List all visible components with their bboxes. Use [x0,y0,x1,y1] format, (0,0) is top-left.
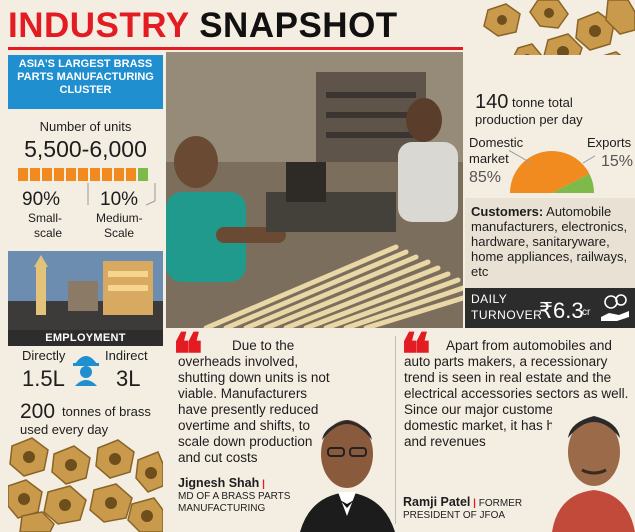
turnover-label-1: DAILY [471,292,508,306]
workshop-photo [166,52,463,328]
quote2-name: Ramji Patel [403,495,471,509]
title-rule [8,47,463,50]
direct-value: 1.5L [22,366,65,391]
quote2-mark: ❝ [400,321,432,389]
bar-segment-small [66,168,76,181]
quote1-name: Jignesh Shah [178,476,260,490]
domestic-label-1: Domestic [469,135,524,150]
direct-label: Directly [22,348,66,363]
quote2-divider: | [473,498,476,509]
bar-segment-small [42,168,52,181]
production-pie [509,149,595,193]
brass-nuts-photo-bottom: 200 tonnes of brass used every day [8,394,163,532]
exports-leader-line [582,155,595,164]
title-word-industry: INDUSTRY [8,6,189,45]
bar-segment-small [18,168,28,181]
units-panel: Number of units 5,500-6,000 90% Small- s… [8,109,163,251]
small-scale-pct: 90% [22,189,61,210]
indirect-label: Indirect [105,348,148,363]
domestic-label-2: market [469,151,509,166]
column-divider [395,336,396,524]
turnover-unit: cr [582,307,591,318]
exports-pct: 15% [601,153,634,170]
jignesh-shah-portrait [300,404,395,532]
medium-scale-label-1: Medium- [96,211,143,225]
small-scale-label-1: Small- [28,211,63,225]
turnover-panel: DAILY TURNOVER ₹6.3 cr [465,288,635,328]
pie-slice-exports [552,173,594,193]
indirect-value: 3L [116,366,141,391]
bar-segment-medium [138,168,148,181]
brass-amount: 200 [20,400,56,423]
cluster-heading-box: ASIA'S LARGEST BRASS PARTS MANUFACTURING… [8,55,163,109]
units-value: 5,500-6,000 [24,136,147,162]
page-title: INDUSTRY SNAPSHOT [8,8,398,43]
domestic-pct: 85% [469,169,502,186]
exports-label: Exports [587,135,632,150]
brass-text-1: tonnes of brass [62,404,151,419]
brass-text-2: used every day [20,422,109,437]
city-photo [8,251,163,330]
bar-segment-small [102,168,112,181]
quote1-attribution: Jignesh Shah | MD OF A BRASS PARTS MANUF… [178,477,318,515]
medium-scale-pct: 10% [100,189,139,210]
bar-segment-small [90,168,100,181]
pct-connector-lines [87,183,156,206]
production-text-2: production per day [475,112,583,127]
ramji-patel-portrait [552,398,635,532]
medium-scale-label-2: Scale [104,226,135,240]
customers-panel: Customers: Automobile manufacturers, ele… [465,198,635,288]
small-scale-label-2: scale [34,226,63,240]
worker-icon [73,356,99,386]
pie-slice-domestic [510,151,590,193]
production-panel: 140 tonne total production per day Domes… [465,55,635,197]
units-label: Number of units [39,119,132,134]
quote1-mark: ❝ [172,321,204,389]
production-value: 140 [475,91,509,113]
domestic-leader-line [509,149,532,164]
customers-label: Customers: [471,204,544,219]
production-text-1: tonne total [512,95,573,110]
turnover-label-2: TURNOVER [471,308,543,322]
quote2-role-1: FORMER [478,498,523,509]
quote2-role-2: PRESIDENT OF JFOA [403,510,506,521]
customers-text: Automobile manufacturers, electronics, h… [471,204,628,279]
title-word-snapshot: SNAPSHOT [199,6,398,45]
bar-segment-small [114,168,124,181]
quote1-role-2: MANUFACTURING [178,503,266,514]
quote1-text: Due to the overheads involved, shutting … [178,338,330,465]
units-bar [18,168,148,181]
employment-heading: EMPLOYMENT [8,330,163,346]
bar-segment-small [78,168,88,181]
money-hand-icon [601,294,629,321]
quote1-role-1: MD OF A BRASS PARTS [178,491,291,502]
bar-segment-small [126,168,136,181]
quote1-divider: | [262,479,265,490]
turnover-value: ₹6.3 [539,298,584,323]
employment-panel: Directly 1.5L Indirect 3L [8,346,163,394]
bar-segment-small [54,168,64,181]
cluster-heading: ASIA'S LARGEST BRASS PARTS MANUFACTURING… [17,58,154,96]
bar-segment-small [30,168,40,181]
quote2-attribution: Ramji Patel | FORMER PRESIDENT OF JFOA [403,496,553,522]
